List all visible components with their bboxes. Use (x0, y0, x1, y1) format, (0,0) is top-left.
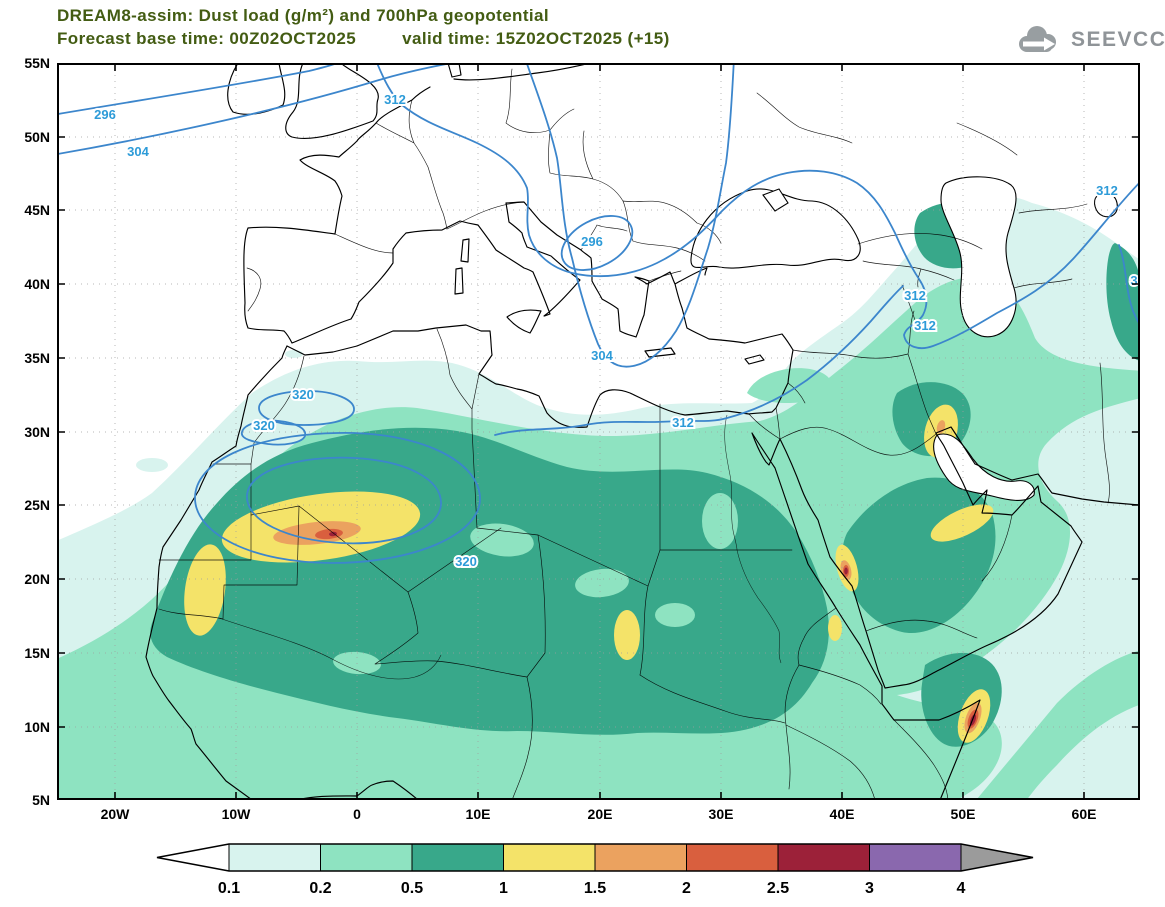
colorbar-segment (595, 844, 687, 871)
colorbar-label: 2.5 (767, 880, 789, 897)
aral-sea (1094, 192, 1118, 218)
lat-tick-label: 50N (24, 129, 50, 145)
colorbar-label: 0.1 (218, 880, 240, 897)
lon-tick-label: 10E (465, 806, 491, 822)
colorbar-outline (156, 843, 1034, 872)
valid-time: valid time: 15Z02OCT2025 (+15) (402, 29, 670, 48)
colorbar-dividers (228, 844, 962, 871)
geopotential-label: 320 (292, 387, 314, 402)
lon-tick-label: 40E (829, 806, 855, 822)
lat-tick-label: 35N (24, 350, 50, 366)
lat-tick-label: 10N (24, 719, 50, 735)
colorbar-label: 2 (682, 880, 691, 897)
colorbar-right-arrow (961, 844, 1033, 871)
colorbar: 0.1 0.2 0.5 1 1.5 2 2.5 3 4 (156, 843, 1034, 897)
lat-tick-label: 45N (24, 202, 50, 218)
lon-tick-label: 20W (100, 806, 130, 822)
geopotential-label: 296 (581, 234, 603, 249)
geopotential-label: 312 (672, 415, 694, 430)
colorbar-segment (686, 844, 778, 871)
geopotential-label: 312 (914, 318, 936, 333)
lat-tick-label: 40N (24, 276, 50, 292)
lat-tick-label: 5N (32, 792, 50, 808)
axis-tick-marks (57, 63, 1140, 800)
colorbar-segment (869, 844, 961, 871)
seevccc-logo: SEEVCCC (1016, 24, 1165, 56)
cloud-arrow-icon (1019, 26, 1056, 52)
colorbar-segment (320, 844, 412, 871)
logo-text: SEEVCCC (1071, 28, 1165, 51)
geopotential-label: 296 (94, 107, 116, 122)
caspian-sea (940, 176, 1017, 338)
colorbar-segment (229, 844, 321, 871)
colorbar-left-arrow (157, 844, 229, 871)
nile-river (724, 414, 782, 664)
geopotential-label: 304 (127, 144, 149, 159)
lat-tick-label: 30N (24, 424, 50, 440)
forecast-base-time: Forecast base time: 00Z02OCT2025 (57, 29, 357, 48)
country-borders (158, 68, 1110, 800)
lon-tick-label: 50E (950, 806, 976, 822)
geopotential-contours (57, 63, 1140, 564)
forecast-map: 296 304 312 296 304 312 312 312 312 320 … (57, 63, 1140, 800)
colorbar-label: 0.2 (309, 880, 331, 897)
colorbar-label: 3 (865, 880, 874, 897)
colorbar-label: 0.5 (401, 880, 423, 897)
colorbar-segment (503, 844, 595, 871)
geopotential-label: 304 (591, 348, 613, 363)
lon-tick-label: 60E (1071, 806, 1097, 822)
map-frame (57, 63, 1140, 800)
geopotential-label: 312 (1096, 183, 1118, 198)
lon-tick-label: 30E (708, 806, 734, 822)
geopotential-label: 312 (904, 288, 926, 303)
lon-tick-label: 10W (221, 806, 251, 822)
geopotential-label: 320 (455, 554, 477, 569)
lat-tick-label: 25N (24, 497, 50, 513)
crimea-peninsula (762, 188, 789, 212)
geopotential-label: 312 (384, 92, 406, 107)
geopotential-label: 3 (1130, 273, 1137, 288)
colorbar-label: 1.5 (584, 880, 606, 897)
lat-tick-label: 20N (24, 571, 50, 587)
lon-tick-label: 0 (353, 806, 361, 822)
dust-layer-0.2-holes (333, 493, 738, 675)
colorbar-segment (778, 844, 870, 871)
lat-tick-label: 55N (24, 55, 50, 71)
colorbar-label: 4 (957, 880, 966, 897)
rivers (218, 414, 782, 680)
forecast-times-line: Forecast base time: 00Z02OCT2025 valid ti… (57, 29, 670, 49)
page-title: DREAM8-assim: Dust load (g/m²) and 700hP… (57, 6, 549, 25)
lat-tick-label: 15N (24, 645, 50, 661)
niger-river (218, 617, 442, 680)
colorbar-label: 1 (499, 880, 508, 897)
lon-tick-label: 20E (587, 806, 613, 822)
geopotential-contour-labels: 296 304 312 296 304 312 312 312 312 320 … (92, 90, 1139, 571)
geopotential-label: 320 (253, 418, 275, 433)
seas (690, 176, 1118, 501)
persian-gulf (933, 433, 1035, 501)
colorbar-segment (412, 844, 504, 871)
